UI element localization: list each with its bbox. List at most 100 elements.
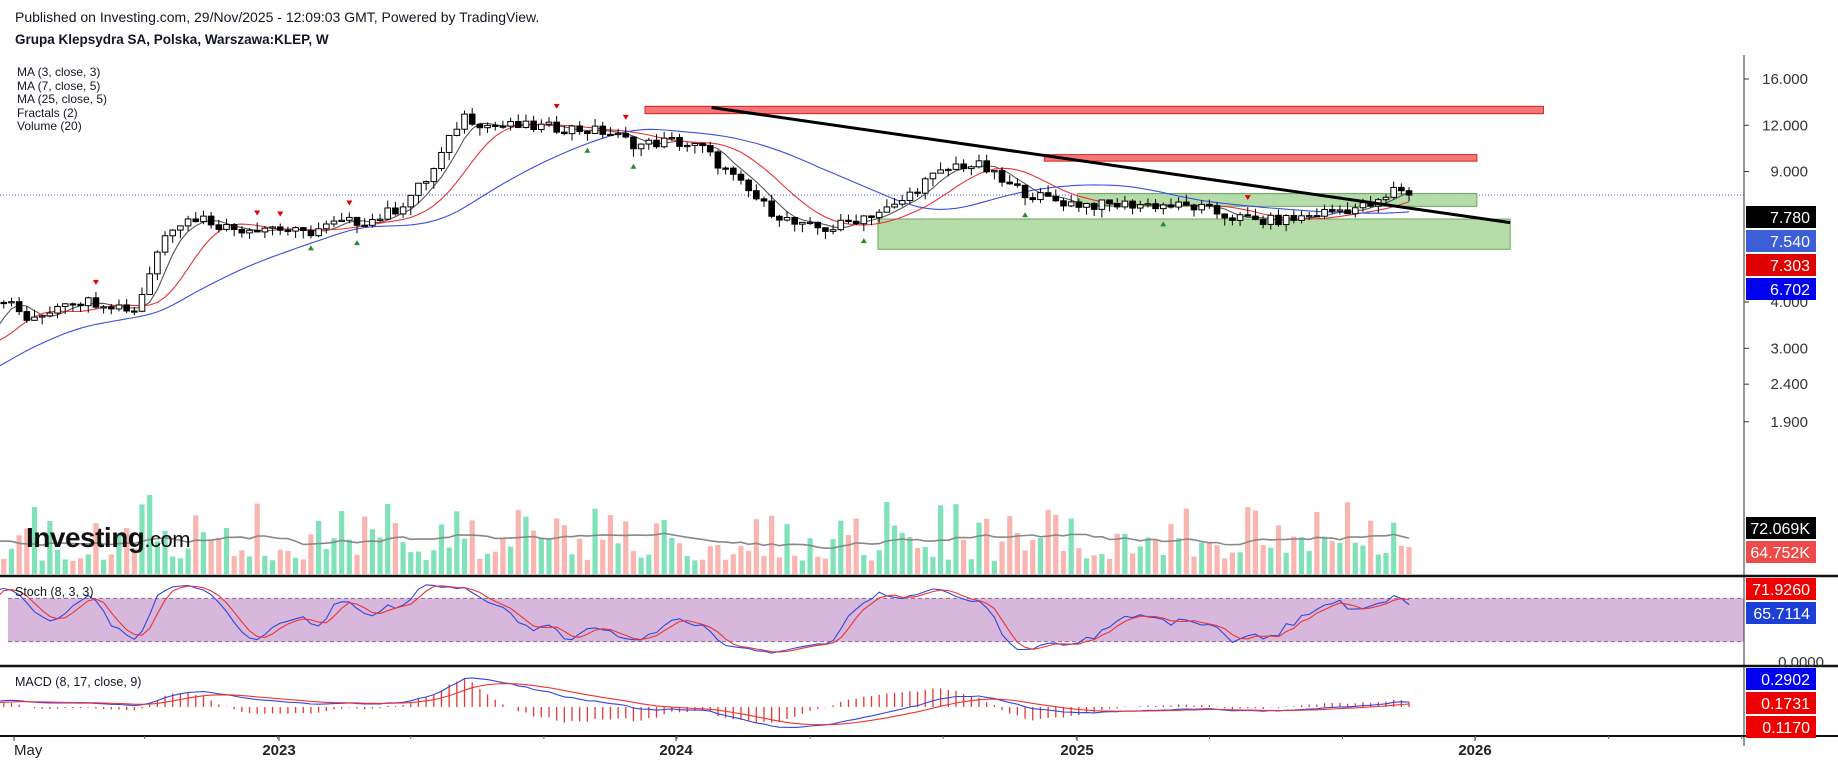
legend-ma7[interactable]: MA (7, close, 5) — [17, 78, 101, 93]
candle-body — [814, 221, 822, 229]
volume-bar — [1199, 542, 1205, 574]
volume-bar — [523, 516, 529, 574]
price-badge-bg — [1746, 206, 1816, 228]
price-badge: 6.702 — [1770, 282, 1810, 299]
candle-body — [1351, 207, 1359, 215]
volume-bar — [139, 504, 145, 574]
volume-bar — [1321, 536, 1328, 574]
candle-body — [100, 306, 107, 309]
volume-bar — [554, 518, 560, 574]
candle-body — [676, 136, 683, 147]
candle-body — [307, 230, 315, 237]
published-line: Published on Investing.com, 29/Nov/2025 … — [15, 9, 540, 25]
volume-bar — [1037, 538, 1044, 574]
volume-bar — [477, 558, 483, 574]
candle-body — [699, 142, 706, 147]
legend-ma3[interactable]: MA (3, close, 3) — [17, 65, 101, 79]
candle-body — [269, 226, 276, 229]
fractal-up-marker — [1244, 195, 1251, 201]
volume-bar — [1329, 541, 1335, 574]
volume-bar — [799, 560, 805, 574]
candle-body — [0, 301, 8, 305]
volume-bar — [868, 560, 875, 574]
volume-bar — [1406, 547, 1412, 574]
stoch-band — [8, 598, 1744, 642]
price-tick-label: 16.000 — [1762, 71, 1808, 88]
investing-logo: Investing.com — [26, 522, 191, 554]
stoch-panel-label[interactable]: Stoch (8, 3, 3) — [15, 585, 94, 599]
volume-bar — [515, 509, 521, 574]
legend-ma25[interactable]: MA (25, close, 5) — [17, 92, 108, 106]
candle-body — [1190, 204, 1198, 211]
candle-body — [1336, 209, 1344, 212]
candle-body — [246, 229, 253, 234]
macd-panel-label[interactable]: MACD (8, 17, close, 9) — [15, 675, 142, 689]
volume-bar — [147, 494, 153, 574]
candle-body — [1060, 200, 1067, 207]
volume-bar — [446, 547, 452, 574]
volume-bar — [769, 515, 775, 574]
legend-fractals[interactable]: Fractals (2) — [17, 105, 78, 120]
fractal-up-marker — [622, 114, 629, 120]
macd-signal-line — [0, 683, 1410, 726]
price-badge: 7.540 — [1770, 234, 1810, 251]
volume-bar — [615, 543, 621, 574]
candle-body — [875, 211, 883, 219]
volume-bar — [600, 539, 606, 574]
volume-bar — [646, 554, 652, 574]
candle-body — [1106, 199, 1113, 205]
candle-body — [1298, 215, 1305, 221]
macd-badge: 0.2902 — [1761, 672, 1810, 689]
candle-body — [8, 301, 15, 304]
volume-bar — [891, 525, 898, 574]
candle-body — [783, 216, 791, 221]
candle-body — [1083, 202, 1090, 208]
volume-bar — [561, 525, 567, 574]
volume-bar — [108, 554, 114, 574]
volume-bar — [316, 520, 322, 574]
volume-bar — [1129, 553, 1136, 574]
volume-bar — [684, 555, 690, 574]
candle-body — [484, 124, 491, 129]
volume-bar — [984, 518, 990, 574]
candle-body — [84, 297, 92, 307]
candle-body — [714, 151, 722, 169]
volume-bar — [1275, 525, 1282, 574]
volume-bar — [1145, 537, 1151, 574]
legend-volume[interactable]: Volume (20) — [17, 119, 82, 133]
candle-body — [1159, 204, 1167, 210]
volume-bar — [216, 537, 222, 574]
candle-body — [760, 198, 768, 202]
volume-bar — [1122, 533, 1128, 574]
candle-body — [1390, 186, 1397, 198]
volume-bar — [323, 549, 329, 574]
volume-bar — [569, 554, 575, 574]
volume-bar — [208, 539, 214, 574]
volume-bar — [246, 556, 253, 574]
candle-body — [445, 134, 453, 153]
time-tick-label: 2024 — [659, 742, 693, 759]
candle-body — [238, 229, 246, 234]
candle-body — [968, 166, 975, 170]
stoch-tick-label: 0.0000 — [1778, 654, 1824, 671]
candle-body — [768, 200, 775, 217]
volume-bar — [200, 532, 207, 574]
candle-body — [77, 303, 84, 307]
volume-bar — [991, 560, 997, 574]
fractal-up-marker — [92, 279, 99, 285]
volume-bar — [976, 522, 982, 574]
candle-body — [691, 142, 699, 146]
volume-bar — [292, 557, 299, 574]
candle-body — [1252, 215, 1259, 221]
trendline — [711, 106, 1511, 225]
candle-body — [422, 181, 430, 184]
candle-body — [944, 168, 952, 172]
candle-body — [883, 206, 891, 213]
volume-bar — [231, 556, 237, 574]
volume-bar — [362, 516, 368, 574]
volume-bar — [1368, 520, 1374, 574]
candle-body — [683, 144, 691, 148]
candle-body — [514, 120, 522, 128]
candle-body — [553, 121, 560, 133]
candle-body — [1398, 186, 1405, 192]
